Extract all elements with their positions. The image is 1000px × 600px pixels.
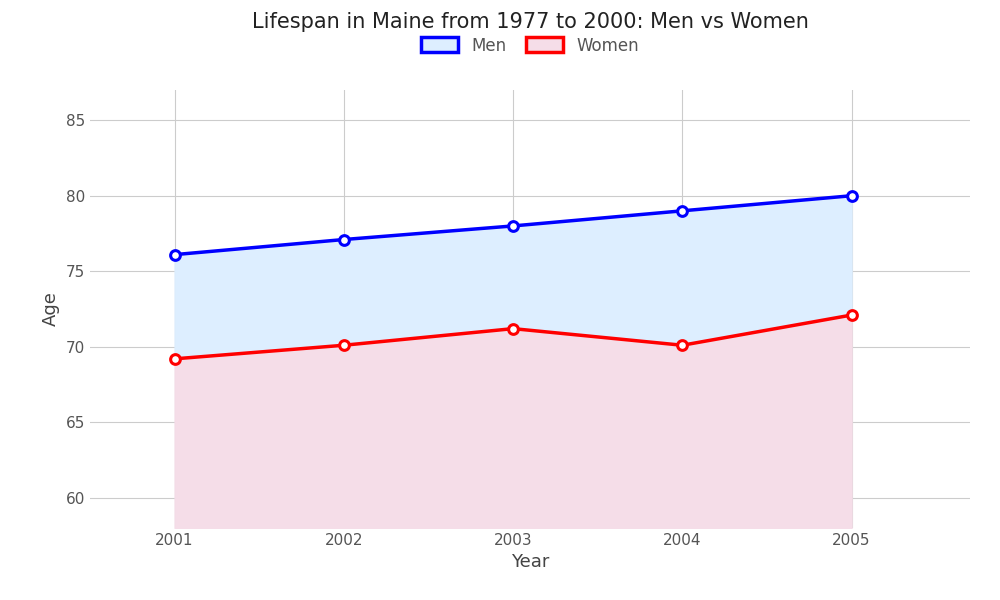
Title: Lifespan in Maine from 1977 to 2000: Men vs Women: Lifespan in Maine from 1977 to 2000: Men… [252, 11, 808, 31]
Y-axis label: Age: Age [42, 292, 60, 326]
X-axis label: Year: Year [511, 553, 549, 571]
Legend: Men, Women: Men, Women [413, 28, 647, 63]
